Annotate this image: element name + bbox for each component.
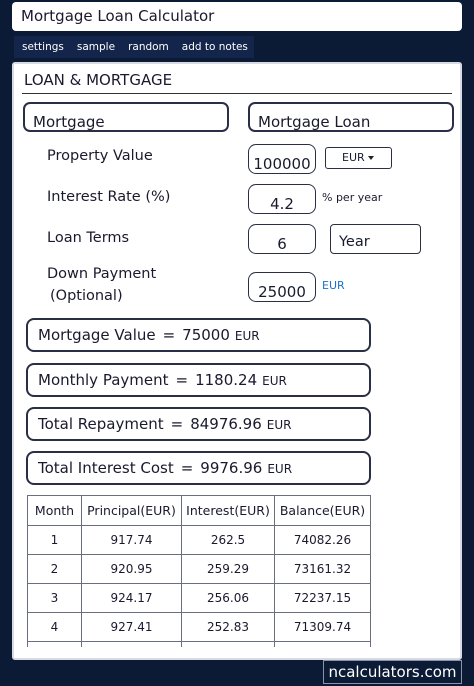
field-label: Down Payment	[47, 266, 157, 282]
select-text: EUR	[342, 151, 365, 164]
input[interactable]: 25000	[248, 272, 316, 302]
field-label: Loan Terms	[47, 230, 130, 246]
unit: EUR	[322, 279, 345, 292]
result-label: Total Interest Cost	[38, 459, 174, 477]
table-cell: 74082.26	[274, 525, 371, 555]
unit-select[interactable]: Year	[330, 224, 421, 254]
column-header: Balance(EUR)	[274, 495, 371, 526]
table-row: 4 927.41 252.83 71309.74	[27, 612, 371, 642]
column-header: Month	[27, 495, 82, 526]
result-label: Monthly Payment	[38, 371, 169, 389]
table-cell: 262.5	[181, 525, 275, 555]
field-label: Interest Rate (%)	[47, 189, 171, 205]
result-box: Mortgage Value = 75000 EUR	[26, 318, 371, 352]
table-cell: 917.74	[81, 525, 182, 555]
table-cell: 72237.15	[274, 583, 371, 613]
table-row-partial	[27, 641, 371, 647]
result-value: 9976.96	[200, 459, 263, 477]
table-cell-empty	[81, 641, 182, 647]
result-value: 75000	[182, 326, 230, 344]
caret	[367, 156, 374, 160]
result-unit: EUR	[262, 374, 287, 388]
table-cell: 259.29	[181, 554, 275, 584]
result-unit: EUR	[234, 329, 260, 343]
input[interactable]: 4.2	[248, 184, 316, 214]
table-cell-empty	[27, 641, 82, 647]
result-unit: EUR	[267, 462, 293, 476]
table-row: 3 924.17 256.06 72237.15	[27, 583, 371, 613]
tab[interactable]: random	[128, 41, 169, 53]
table-cell: 73161.32	[274, 554, 371, 584]
operator: =	[180, 459, 194, 477]
field-label: (Optional)	[50, 288, 123, 304]
section-title: LOAN & MORTGAGE	[24, 71, 173, 89]
tab[interactable]: settings	[22, 41, 64, 53]
table-row: 2 920.95 259.29 73161.32	[27, 554, 371, 584]
result-value: 1180.24	[195, 371, 258, 389]
result-box: Total Interest Cost = 9976.96 EUR	[26, 451, 371, 485]
result-unit: EUR	[266, 418, 292, 432]
table-cell-empty	[181, 641, 275, 647]
title-bar: Mortgage Loan Calculator	[12, 2, 462, 31]
tab[interactable]: add to notes	[181, 41, 248, 53]
input[interactable]: 6	[248, 224, 316, 254]
tab-bar: settings sample random add to notes	[14, 36, 254, 58]
select-text: Year	[339, 234, 370, 250]
table-cell: 256.06	[181, 583, 275, 613]
result-value: 84976.96	[190, 415, 262, 433]
column-header: Principal(EUR)	[81, 495, 182, 526]
divider	[22, 93, 452, 94]
table-cell: 3	[27, 583, 82, 613]
result-label: Total Repayment	[38, 415, 164, 433]
table-cell: 4	[27, 612, 82, 642]
field-label: Property Value	[47, 148, 153, 164]
operator: =	[162, 326, 176, 344]
table-cell: 252.83	[181, 612, 275, 642]
operator: =	[175, 371, 189, 389]
table-cell: 71309.74	[274, 612, 371, 642]
column-header: Interest(EUR)	[181, 495, 275, 526]
unit: % per year	[322, 191, 383, 204]
type-select[interactable]: Mortgage	[23, 102, 229, 132]
result-box: Monthly Payment = 1180.24 EUR	[26, 363, 371, 397]
unit-select[interactable]: EUR	[325, 147, 392, 169]
tab[interactable]: sample	[76, 41, 116, 53]
table-cell-empty	[274, 641, 371, 647]
table-cell: 924.17	[81, 583, 182, 613]
table-cell: 927.41	[81, 612, 182, 642]
result-box: Total Repayment = 84976.96 EUR	[26, 407, 371, 441]
schedule-table: Month Principal(EUR) Interest(EUR) Balance(…	[27, 495, 371, 647]
table-row: 1 917.74 262.5 74082.26	[27, 525, 371, 555]
table-cell: 2	[27, 554, 82, 584]
result-label: Mortgage Value	[38, 326, 156, 344]
operator: =	[170, 415, 184, 433]
table-cell: 1	[27, 525, 82, 555]
type-select[interactable]: Mortgage Loan	[248, 102, 454, 132]
site-link[interactable]: ncalculators.com	[323, 660, 462, 684]
table-cell: 920.95	[81, 554, 182, 584]
input[interactable]: 100000	[248, 144, 316, 174]
